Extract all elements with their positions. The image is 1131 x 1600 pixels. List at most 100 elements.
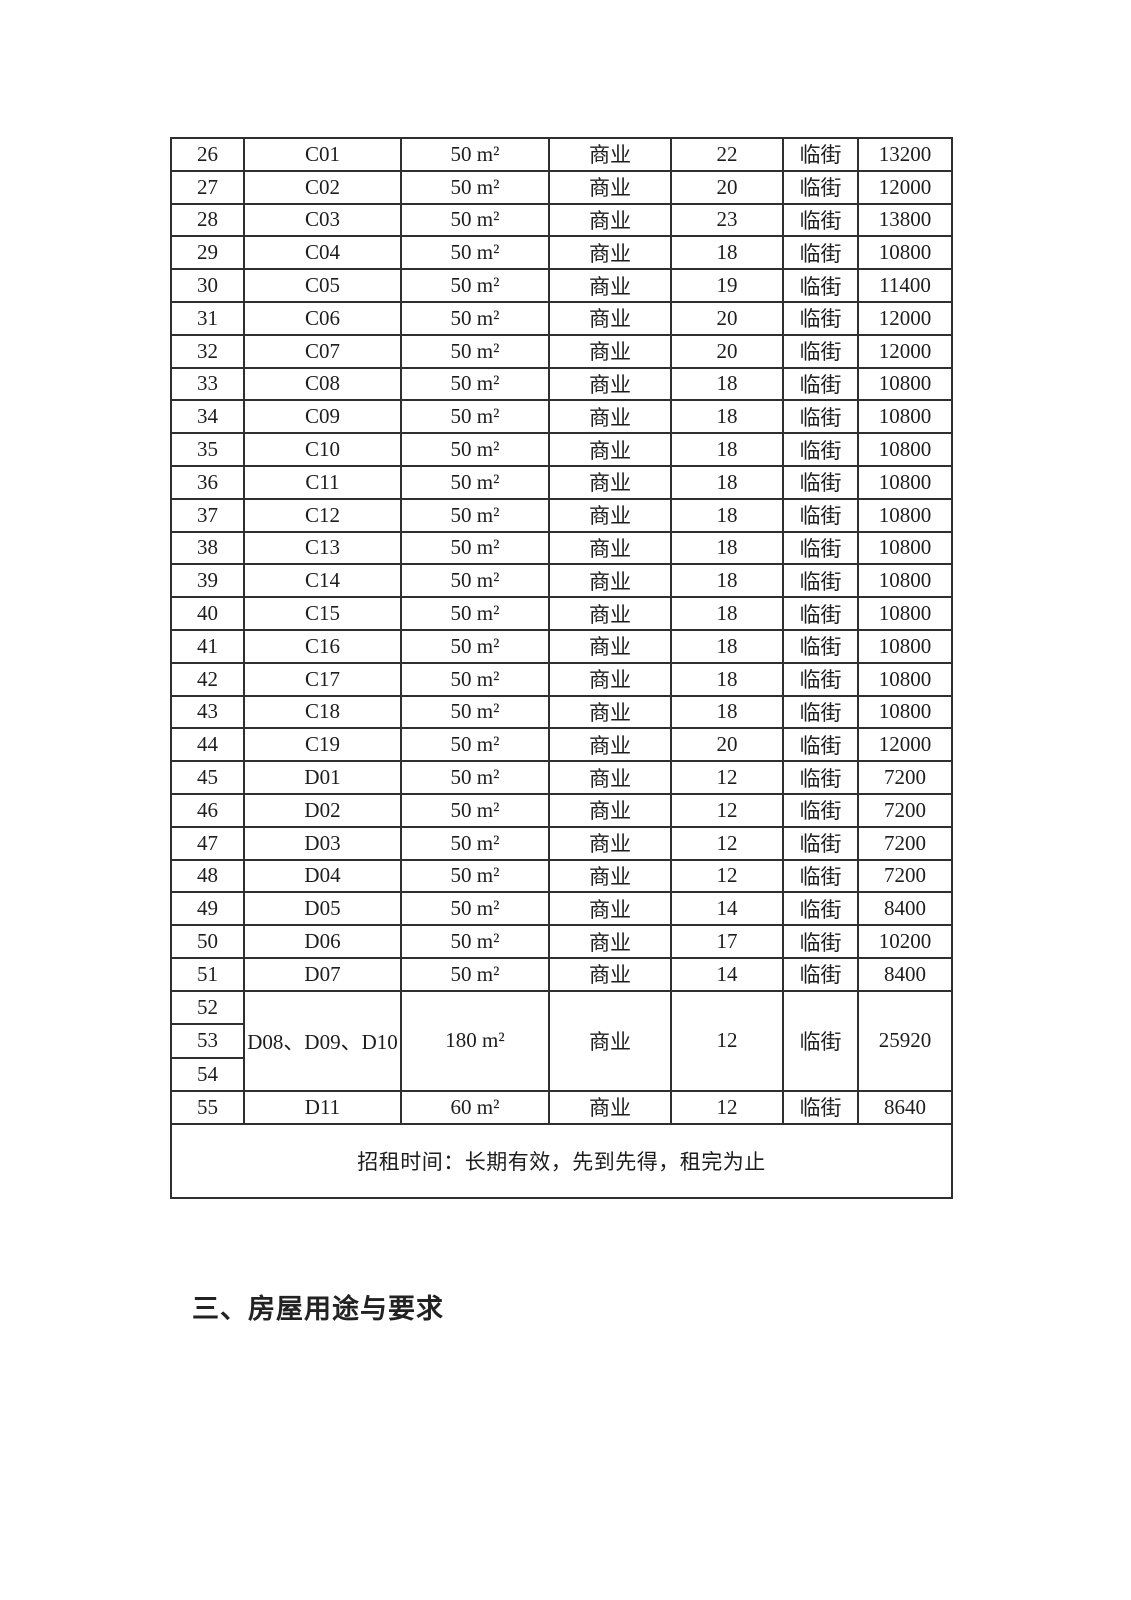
cell-unit-rate: 22 [670,137,784,172]
cell-annual-rent: 25920 [857,989,953,1092]
cell-usage: 商业 [548,268,672,303]
cell-usage: 商业 [548,760,672,795]
cell-annual-rent: 10800 [857,464,953,500]
cell-annual-rent: 10800 [857,432,953,467]
cell-unit-rate: 12 [670,792,784,828]
cell-unit-code: C15 [243,596,402,631]
cell-frontage: 临街 [782,694,859,730]
cell-area: 50 m² [400,399,550,435]
cell-unit-code: D03 [243,825,402,861]
table-row: 40 C15 50 m² 商业 18 临街 10800 [170,596,953,631]
cell-row-number: 37 [170,497,245,533]
cell-row-number: 35 [170,432,245,467]
cell-area: 50 m² [400,169,550,205]
cell-unit-rate: 12 [670,1089,784,1125]
table-row: 50 D06 50 m² 商业 17 临街 10200 [170,924,953,959]
cell-usage: 商业 [548,989,672,1092]
cell-frontage: 临街 [782,268,859,303]
cell-row-number: 43 [170,694,245,730]
cell-unit-code: C02 [243,169,402,205]
cell-area: 50 m² [400,464,550,500]
cell-frontage: 临街 [782,366,859,402]
rental-table-footer: 招租时间：长期有效，先到先得，租完为止 [170,1122,953,1199]
cell-unit-code: C06 [243,300,402,336]
cell-row-number: 49 [170,891,245,927]
cell-frontage: 临街 [782,596,859,631]
cell-frontage: 临街 [782,399,859,435]
cell-unit-rate: 18 [670,432,784,467]
cell-usage: 商业 [548,792,672,828]
cell-frontage: 临街 [782,169,859,205]
cell-frontage: 临街 [782,530,859,566]
cell-usage: 商业 [548,497,672,533]
cell-unit-code: D11 [243,1089,402,1125]
cell-row-number: 27 [170,169,245,205]
cell-unit-rate: 17 [670,924,784,959]
cell-row-number: 45 [170,760,245,795]
cell-row-number: 30 [170,268,245,303]
table-row: 38 C13 50 m² 商业 18 临街 10800 [170,530,953,566]
cell-usage: 商业 [548,924,672,959]
cell-row-number: 28 [170,202,245,238]
cell-annual-rent: 10800 [857,366,953,402]
cell-frontage: 临街 [782,989,859,1092]
table-row: 31 C06 50 m² 商业 20 临街 12000 [170,300,953,336]
table-row: 33 C08 50 m² 商业 18 临街 10800 [170,366,953,402]
cell-area: 50 m² [400,432,550,467]
cell-annual-rent: 7200 [857,760,953,795]
cell-area: 50 m² [400,858,550,894]
cell-unit-code: C01 [243,137,402,172]
cell-frontage: 临街 [782,760,859,795]
cell-frontage: 临街 [782,333,859,369]
cell-row-number: 33 [170,366,245,402]
cell-row-number: 52 [170,989,245,1026]
cell-unit-rate: 18 [670,661,784,697]
cell-annual-rent: 8400 [857,956,953,992]
table-row: 27 C02 50 m² 商业 20 临街 12000 [170,169,953,205]
cell-unit-rate: 18 [670,366,784,402]
cell-row-number: 38 [170,530,245,566]
cell-row-number: 34 [170,399,245,435]
cell-area: 50 m² [400,268,550,303]
cell-usage: 商业 [548,727,672,763]
table-row: 30 C05 50 m² 商业 19 临街 11400 [170,268,953,303]
cell-unit-code: D04 [243,858,402,894]
cell-unit-rate: 18 [670,530,784,566]
cell-row-number: 42 [170,661,245,697]
cell-frontage: 临街 [782,628,859,664]
cell-usage: 商业 [548,432,672,467]
table-row: 49 D05 50 m² 商业 14 临街 8400 [170,891,953,927]
table-row: 44 C19 50 m² 商业 20 临街 12000 [170,727,953,763]
cell-annual-rent: 10800 [857,596,953,631]
cell-usage: 商业 [548,825,672,861]
cell-frontage: 临街 [782,825,859,861]
cell-frontage: 临街 [782,137,859,172]
table-row: 41 C16 50 m² 商业 18 临街 10800 [170,628,953,664]
cell-row-number: 51 [170,956,245,992]
cell-frontage: 临街 [782,661,859,697]
cell-annual-rent: 10800 [857,497,953,533]
table-row: 45 D01 50 m² 商业 12 临街 7200 [170,760,953,795]
cell-annual-rent: 10800 [857,530,953,566]
cell-row-number: 44 [170,727,245,763]
cell-usage: 商业 [548,366,672,402]
cell-frontage: 临街 [782,1089,859,1125]
cell-usage: 商业 [548,956,672,992]
table-row: 35 C10 50 m² 商业 18 临街 10800 [170,432,953,467]
cell-unit-rate: 18 [670,628,784,664]
cell-unit-code: C04 [243,235,402,271]
cell-annual-rent: 13800 [857,202,953,238]
cell-unit-rate: 12 [670,989,784,1092]
cell-area: 50 m² [400,792,550,828]
cell-annual-rent: 8400 [857,891,953,927]
rental-table: 26 C01 50 m² 商业 22 临街 13200 27 C02 50 m² 商业 20 临街 120… [170,137,953,1199]
cell-frontage: 临街 [782,497,859,533]
table-row: 28 C03 50 m² 商业 23 临街 13800 [170,202,953,238]
cell-unit-rate: 23 [670,202,784,238]
cell-unit-rate: 20 [670,300,784,336]
cell-area: 50 m² [400,727,550,763]
cell-annual-rent: 10800 [857,694,953,730]
cell-annual-rent: 12000 [857,727,953,763]
table-row: 47 D03 50 m² 商业 12 临街 7200 [170,825,953,861]
